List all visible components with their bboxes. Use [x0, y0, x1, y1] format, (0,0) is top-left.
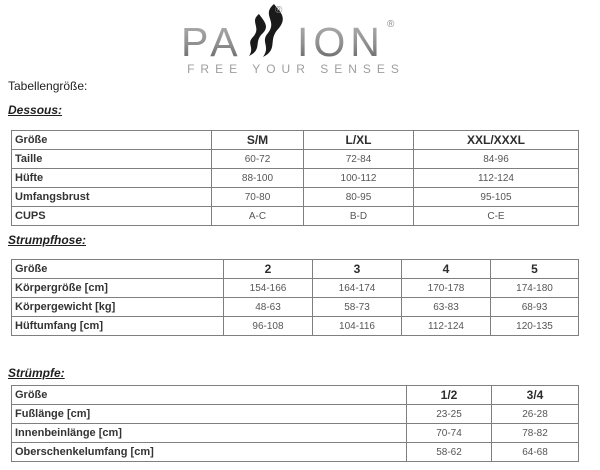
- table-row: Körpergewicht [kg] 48-63 58-73 63-83 68-…: [11, 297, 579, 317]
- column-header: 3/4: [491, 385, 579, 405]
- strumpfhose-size-table: Größe 2 3 4 5 Körpergröße [cm] 154-166 1…: [11, 259, 579, 336]
- value-cell: 120-135: [490, 316, 579, 336]
- column-header: 4: [401, 259, 491, 279]
- value-cell: B-D: [303, 206, 414, 226]
- value-cell: 23-25: [406, 404, 492, 424]
- column-header: 1/2: [406, 385, 492, 405]
- value-cell: 88-100: [211, 168, 304, 188]
- value-cell: C-E: [413, 206, 579, 226]
- registered-icon: ®: [275, 5, 283, 16]
- column-header: Größe: [11, 385, 407, 405]
- table-row: Hüfte 88-100 100-112 112-124: [11, 168, 579, 188]
- value-cell: 84-96: [413, 149, 579, 169]
- row-label: Körpergröße [cm]: [11, 278, 224, 298]
- value-cell: 63-83: [401, 297, 491, 317]
- row-label: Umfangsbrust: [11, 187, 212, 207]
- table-header-row: Größe 2 3 4 5: [11, 259, 579, 279]
- section-heading-struempfe: Strümpfe:: [8, 366, 65, 380]
- column-header: Größe: [11, 259, 224, 279]
- value-cell: 78-82: [491, 423, 579, 443]
- value-cell: A-C: [211, 206, 304, 226]
- table-row: Hüftumfang [cm] 96-108 104-116 112-124 1…: [11, 316, 579, 336]
- value-cell: 60-72: [211, 149, 304, 169]
- row-label: Taille: [11, 149, 212, 169]
- column-header: Größe: [11, 130, 212, 150]
- value-cell: 68-93: [490, 297, 579, 317]
- table-row: Körpergröße [cm] 154-166 164-174 170-178…: [11, 278, 579, 298]
- value-cell: 112-124: [413, 168, 579, 188]
- table-row: CUPS A-C B-D C-E: [11, 206, 579, 226]
- value-cell: 95-105: [413, 187, 579, 207]
- value-cell: 112-124: [401, 316, 491, 336]
- passion-logo: PA ION ® ® FREE YOUR SENSES: [181, 4, 405, 76]
- registered-icon: ®: [387, 19, 395, 30]
- value-cell: 58-62: [406, 442, 492, 462]
- value-cell: 80-95: [303, 187, 414, 207]
- column-header: S/M: [211, 130, 304, 150]
- row-label: Körpergewicht [kg]: [11, 297, 224, 317]
- value-cell: 174-180: [490, 278, 579, 298]
- logo-text-ion: ION: [297, 19, 385, 65]
- row-label: Innenbeinlänge [cm]: [11, 423, 407, 443]
- value-cell: 170-178: [401, 278, 491, 298]
- value-cell: 48-63: [223, 297, 313, 317]
- logo-tagline: FREE YOUR SENSES: [187, 62, 405, 76]
- logo-text-pa: PA: [181, 19, 243, 65]
- row-label: Hüfte: [11, 168, 212, 188]
- value-cell: 154-166: [223, 278, 313, 298]
- table-row: Taille 60-72 72-84 84-96: [11, 149, 579, 169]
- struempfe-size-table: Größe 1/2 3/4 Fußlänge [cm] 23-25 26-28 …: [11, 385, 579, 462]
- value-cell: 70-74: [406, 423, 492, 443]
- section-heading-dessous: Dessous:: [8, 103, 63, 117]
- value-cell: 164-174: [312, 278, 402, 298]
- table-row: Oberschenkelumfang [cm] 58-62 64-68: [11, 442, 579, 462]
- logo-container: PA ION ® ® FREE YOUR SENSES: [0, 0, 600, 83]
- table-header-row: Größe S/M L/XL XXL/XXXL: [11, 130, 579, 150]
- table-header-row: Größe 1/2 3/4: [11, 385, 579, 405]
- flame-icon: [249, 14, 266, 56]
- row-label: CUPS: [11, 206, 212, 226]
- page-title: Tabellengröße:: [8, 79, 88, 93]
- value-cell: 70-80: [211, 187, 304, 207]
- table-row: Umfangsbrust 70-80 80-95 95-105: [11, 187, 579, 207]
- value-cell: 104-116: [312, 316, 402, 336]
- row-label: Hüftumfang [cm]: [11, 316, 224, 336]
- column-header: XXL/XXXL: [413, 130, 579, 150]
- flame-icon: [263, 4, 283, 57]
- section-heading-strumpfhose: Strumpfhose:: [8, 233, 86, 247]
- dessous-size-table: Größe S/M L/XL XXL/XXXL Taille 60-72 72-…: [11, 130, 579, 226]
- table-row: Fußlänge [cm] 23-25 26-28: [11, 404, 579, 424]
- value-cell: 100-112: [303, 168, 414, 188]
- column-header: 5: [490, 259, 579, 279]
- value-cell: 96-108: [223, 316, 313, 336]
- column-header: L/XL: [303, 130, 414, 150]
- value-cell: 64-68: [491, 442, 579, 462]
- row-label: Oberschenkelumfang [cm]: [11, 442, 407, 462]
- column-header: 3: [312, 259, 402, 279]
- column-header: 2: [223, 259, 313, 279]
- value-cell: 26-28: [491, 404, 579, 424]
- value-cell: 58-73: [312, 297, 402, 317]
- row-label: Fußlänge [cm]: [11, 404, 407, 424]
- table-row: Innenbeinlänge [cm] 70-74 78-82: [11, 423, 579, 443]
- value-cell: 72-84: [303, 149, 414, 169]
